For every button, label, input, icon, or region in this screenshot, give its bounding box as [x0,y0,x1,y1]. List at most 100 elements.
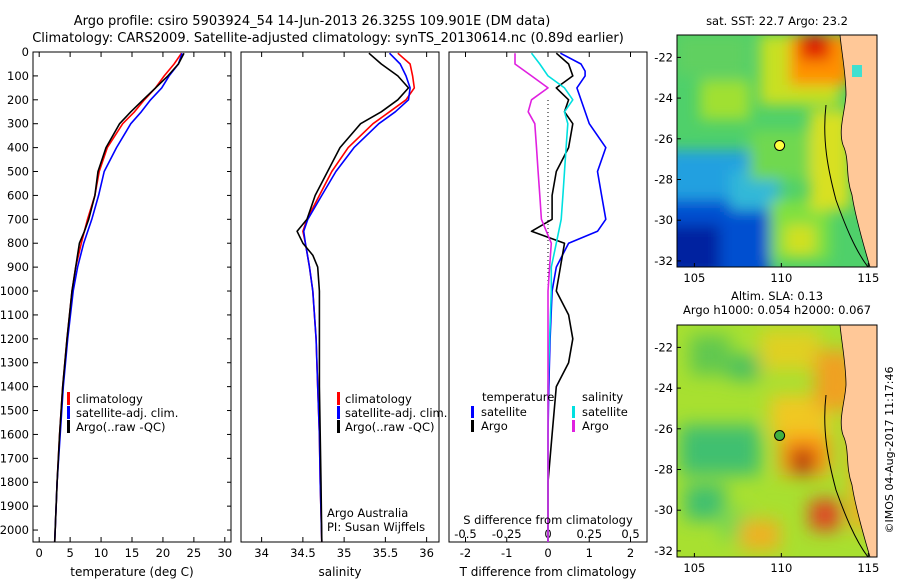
legend-title-temperature: temperature [482,390,554,404]
y-tick-label: 1000 [0,284,29,298]
salinity-x-ticks: 34 34.5 35 35.5 36 [254,52,434,560]
legend-label-argo: Argo(..raw -QC) [345,420,435,434]
legend-swatch-s-argo [572,420,575,432]
legend-swatch-s-satellite [572,406,575,418]
legend-swatch-t-argo [471,420,474,432]
s-tick-label: 0.5 [621,527,639,541]
legend-swatch-climatology [337,392,340,405]
y-tick-label: 900 [7,260,29,274]
legend-label-t-satellite: satellite [481,405,527,419]
x-tick-label: 10 [94,546,109,560]
sla-map-title-line1: Altim. SLA: 0.13 [731,289,823,303]
x-tick-label: 35.5 [373,546,399,560]
y-tick-label: 2000 [0,523,29,537]
x-tick-label: 35 [337,546,352,560]
y-tick-label: 100 [7,69,29,83]
x-tick-label: 25 [187,546,202,560]
legend-label-s-argo: Argo [582,419,609,433]
x-tick-label: 110 [770,271,792,285]
legend-label-argo: Argo(..raw -QC) [76,420,166,434]
legend-label-satellite: satellite-adj. clim. [76,406,178,420]
sst-field [677,35,877,267]
s-tick-label: 0.25 [576,527,602,541]
x-tick-label: 5 [66,546,73,560]
y-tick-label: 1200 [0,332,29,346]
y-tick-label: -32 [654,544,673,558]
coastal-bay [852,65,862,77]
figure-title-line2: Climatology: CARS2009. Satellite-adjuste… [32,31,624,46]
series-satellite-adj-clim [302,52,411,543]
y-tick-label: 1800 [0,475,29,489]
y-tick-label: 800 [7,236,29,250]
y-tick-label: 1400 [0,380,29,394]
salinity-panel: 34 34.5 35 35.5 36 salinity climatology sate… [240,51,447,579]
salinity-series [296,52,416,543]
y-tick-label: 1100 [0,308,29,322]
x-tick-label: -2 [460,546,471,560]
y-tick-label: -32 [654,254,673,268]
y-tick-label: -28 [654,462,673,476]
y-tick-label: -22 [654,50,673,64]
legend-swatch-satellite [67,406,70,419]
x-tick-label: 34.5 [290,546,316,560]
y-tick-label: -30 [654,213,673,227]
x-tick-label: 20 [156,546,171,560]
y-tick-label: 1300 [0,356,29,370]
x-tick-label: 105 [683,561,705,575]
y-tick-label: -26 [654,422,673,436]
legend-label-s-satellite: satellite [582,405,628,419]
x-tick-label: 0 [544,546,551,560]
y-tick-label: 500 [7,165,29,179]
temperature-x-label: temperature (deg C) [70,565,193,579]
difference-x-ticks: -2 -1 0 1 2 [460,52,634,560]
difference-s-ticks: -0.5 -0.25 0 0.25 0.5 [454,527,639,541]
y-tick-label: -24 [654,91,673,105]
x-tick-label: 115 [857,561,879,575]
legend-label-t-argo: Argo [481,419,508,433]
pi-label: PI: Susan Wijffels [327,520,425,534]
y-tick-label: 300 [7,117,29,131]
series-s-argo [514,53,553,542]
x-tick-label: -1 [501,546,512,560]
x-tick-label: 0 [36,546,43,560]
y-tick-label: 1500 [0,404,29,418]
series-argo-raw-qc [53,52,185,543]
legend-swatch-satellite [337,406,340,419]
sla-map: Altim. SLA: 0.13 Argo h1000: 0.054 h2000… [654,289,879,575]
x-tick-label: 110 [770,561,792,575]
x-tick-label: 1 [586,546,593,560]
sst-map: sat. SST: 22.7 Argo: 23.2 [654,14,879,285]
y-tick-label: 1900 [0,499,29,513]
legend-label-climatology: climatology [76,392,143,406]
land [839,35,877,267]
legend-swatch-argo [67,420,70,433]
y-tick-label: -22 [654,340,673,354]
x-tick-label: 34 [254,546,269,560]
difference-panel: -2 -1 0 1 2 -0.5 -0.25 0 0.25 0.5 T difference f… [448,51,648,579]
x-tick-label: 2 [627,546,634,560]
temperature-legend: climatology satellite-adj. clim. Argo(..… [67,392,178,434]
sst-map-title: sat. SST: 22.7 Argo: 23.2 [706,14,848,28]
argo-location-marker [774,430,786,441]
s-tick-label: -0.5 [454,527,476,541]
s-tick-label: -0.25 [492,527,522,541]
temperature-panel: 0100200300400500600700800900100011001200… [0,45,647,579]
temperature-x-ticks: 0 5 10 15 20 25 30 [36,52,232,560]
legend-swatch-t-satellite [471,406,474,418]
temperature-diff-legend: temperature satellite Argo [471,390,554,433]
difference-series [514,52,607,542]
x-tick-label: 115 [857,271,879,285]
series-t-argo [530,52,574,542]
y-tick-label: 0 [22,45,29,59]
legend-swatch-climatology [67,392,70,405]
s-difference-x-label: S difference from climatology [463,513,633,527]
x-tick-label: 30 [217,546,232,560]
y-tick-label: -28 [654,172,673,186]
figure-title-line1: Argo profile: csiro 5903924_54 14-Jun-20… [74,14,551,29]
argo-location-marker [774,140,786,151]
y-tick-label: 1700 [0,451,29,465]
legend-title-salinity: salinity [582,390,623,404]
sla-field [677,325,877,557]
x-tick-label: 15 [125,546,140,560]
